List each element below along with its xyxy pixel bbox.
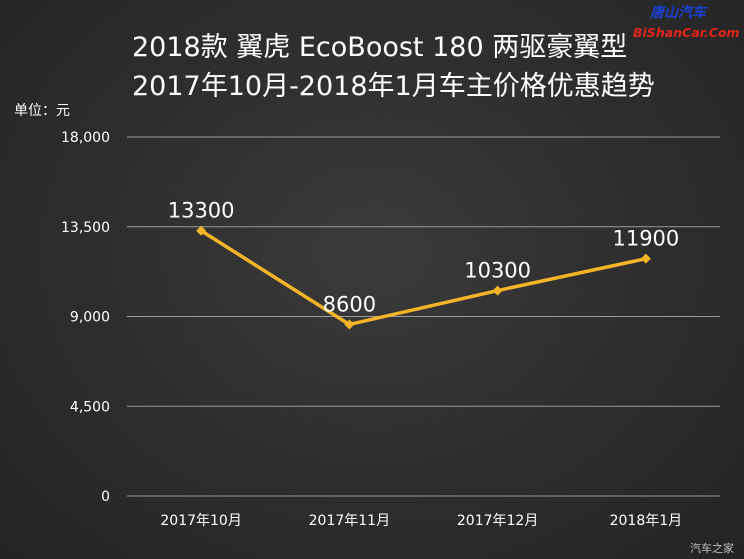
watermark-top-text: 唐山汽车 bbox=[649, 4, 708, 21]
x-tick-label: 2017年12月 bbox=[457, 513, 538, 529]
data-point-marker bbox=[196, 225, 207, 236]
chart-title: 2018款 翼虎 EcoBoost 180 两驱豪翼型 bbox=[132, 32, 627, 63]
y-tick-label: 13,500 bbox=[61, 220, 110, 236]
data-label: 8600 bbox=[323, 292, 376, 316]
x-tick-label: 2017年10月 bbox=[160, 513, 241, 529]
series-line bbox=[199, 228, 648, 327]
series-line-group bbox=[199, 228, 648, 327]
data-label: 10300 bbox=[464, 259, 531, 283]
unit-label: 单位：元 bbox=[14, 103, 70, 119]
y-tick-label: 4,500 bbox=[70, 399, 110, 415]
watermark-bottom-right: 汽车之家 bbox=[690, 541, 734, 555]
y-tick-label: 0 bbox=[101, 489, 110, 505]
x-tick-label: 2018年1月 bbox=[610, 513, 683, 529]
watermark-logo: 唐山汽车 BiShanCar.Com bbox=[633, 4, 740, 40]
data-point-marker bbox=[492, 285, 503, 296]
watermark-url-text: BiShanCar.Com bbox=[633, 25, 740, 40]
y-tick-label: 18,000 bbox=[61, 130, 110, 146]
gridlines bbox=[127, 136, 720, 497]
x-tick-label: 2017年11月 bbox=[309, 513, 390, 529]
data-label: 13300 bbox=[168, 199, 235, 223]
data-labels: 13300 8600 10300 11900 bbox=[168, 199, 680, 317]
y-tick-label: 9,000 bbox=[70, 310, 110, 326]
chart-subtitle: 2017年10月-2018年1月车主价格优惠趋势 bbox=[132, 71, 655, 102]
y-axis-ticks: 0 4,500 9,000 13,500 18,000 bbox=[61, 130, 110, 505]
data-point-marker bbox=[344, 319, 355, 330]
data-points bbox=[196, 225, 651, 330]
x-axis-ticks: 2017年10月 2017年11月 2017年12月 2018年1月 bbox=[160, 513, 682, 529]
data-point-marker bbox=[640, 253, 651, 264]
data-label: 11900 bbox=[612, 227, 679, 251]
